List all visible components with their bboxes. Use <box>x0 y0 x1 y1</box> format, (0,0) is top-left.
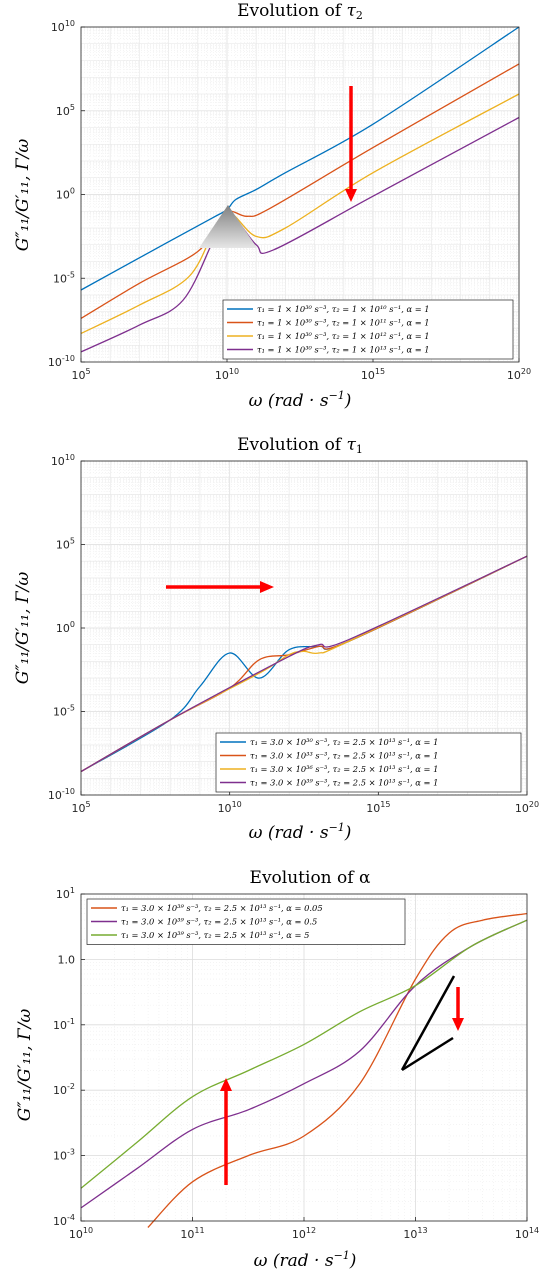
legend-entry: τ₁ = 3.0 × 10³⁰ s⁻³, τ₂ = 2.5 × 10¹³ s⁻¹… <box>250 737 438 747</box>
y-tick-label: 10-2 <box>53 1082 75 1097</box>
series-line-1 <box>80 26 520 291</box>
legend-entry: τ₁ = 3.0 × 10³³ s⁻³, τ₂ = 2.5 × 10¹³ s⁻¹… <box>250 751 438 761</box>
chart-panel-tau1: Evolution of τ1 ω (rad · s−1) G″₁₁/G′₁₁,… <box>13 435 539 843</box>
y-tick-label: 10-5 <box>53 704 75 719</box>
x-tick-label: 1020 <box>515 800 539 815</box>
x-tick-label: 105 <box>71 367 90 382</box>
series-line-3 <box>80 919 528 1189</box>
legend-box <box>86 898 406 945</box>
chart-title-1: Evolution of τ2 <box>237 1 363 22</box>
chart-panel-alpha: Evolution of α ω (rad · s−1) G″₁₁/G′₁₁, … <box>15 868 539 1271</box>
slope-indicator <box>400 975 456 1072</box>
y-tick-label: 10-5 <box>53 270 75 285</box>
y-tick-label: 100 <box>56 620 75 635</box>
x-tick-label: 1020 <box>507 367 531 382</box>
red-arrow-down <box>452 987 464 1031</box>
y-tick-label: 105 <box>56 103 75 118</box>
legend-box <box>215 732 522 793</box>
red-arrow-right <box>166 581 274 593</box>
y-tick-label: 1010 <box>51 453 75 468</box>
chart-panel-tau2: Evolution of τ2 ω (rad · s−1) G″₁₁/G′₁₁,… <box>13 1 531 411</box>
legend-entry: τ₁ = 1 × 10³⁰ s⁻³, τ₂ = 1 × 10¹³ s⁻¹, α … <box>257 345 430 355</box>
series-line-2 <box>80 63 520 319</box>
x-tick-label: 1010 <box>218 800 242 815</box>
y-tick-label: 10-10 <box>48 354 75 369</box>
series-line-2 <box>80 919 528 1209</box>
x-tick-label: 1012 <box>292 1226 316 1241</box>
legend-entry: τ₁ = 3.0 × 10³⁹ s⁻³, τ₂ = 2.5 × 10¹³ s⁻¹… <box>121 903 323 913</box>
legend-entry: τ₁ = 3.0 × 10³⁹ s⁻³, τ₂ = 2.5 × 10¹³ s⁻¹… <box>121 930 309 940</box>
legend-entry: τ₁ = 3.0 × 10³⁶ s⁻³, τ₂ = 2.5 × 10¹³ s⁻¹… <box>250 764 438 774</box>
legend: τ₁ = 3.0 × 10³⁹ s⁻³, τ₂ = 2.5 × 10¹³ s⁻¹… <box>86 898 406 945</box>
x-axis-label-1: ω (rad · s−1) <box>249 389 352 411</box>
y-tick-label: 10-1 <box>53 1017 75 1032</box>
chart-title-3: Evolution of α <box>250 868 371 888</box>
y-axis-label-2: G″₁₁/G′₁₁, Γ/ω <box>13 572 33 685</box>
legend-entry: τ₁ = 3.0 × 10³⁹ s⁻³, τ₂ = 2.5 × 10¹³ s⁻¹… <box>250 778 438 788</box>
slope-line-cubic <box>400 975 456 1071</box>
slope-line-linear <box>401 1036 454 1072</box>
legend-entry: τ₁ = 1 × 10³⁰ s⁻³, τ₂ = 1 × 10¹⁰ s⁻¹, α … <box>257 304 430 314</box>
y-tick-label: 1010 <box>51 19 75 34</box>
x-tick-label: 1015 <box>361 367 385 382</box>
x-tick-label: 1014 <box>515 1226 539 1241</box>
y-tick-label: 1.0 <box>58 953 76 966</box>
x-tick-label: 1010 <box>215 367 239 382</box>
x-axis-label-2: ω (rad · s−1) <box>249 821 352 843</box>
legend-entry: τ₁ = 1 × 10³⁰ s⁻³, τ₂ = 1 × 10¹¹ s⁻¹, α … <box>257 318 430 328</box>
x-axis-label-3: ω (rad · s−1) <box>254 1249 357 1271</box>
y-axis-label-1: G″₁₁/G′₁₁, Γ/ω <box>13 139 33 252</box>
red-arrow-up <box>220 1078 232 1185</box>
series-line-1 <box>147 912 528 1228</box>
y-tick-label: 10-10 <box>48 787 75 802</box>
series-line-4 <box>80 555 528 773</box>
red-arrow-down <box>345 86 357 202</box>
y-tick-label: 101 <box>56 886 75 901</box>
legend-box <box>222 299 514 360</box>
y-tick-label: 10-3 <box>53 1148 75 1163</box>
y-tick-label: 100 <box>56 187 75 202</box>
y-tick-label: 105 <box>56 537 75 552</box>
series-line-3 <box>80 93 520 335</box>
x-tick-label: 1010 <box>69 1226 93 1241</box>
x-tick-label: 1011 <box>180 1226 204 1241</box>
x-tick-label: 105 <box>71 800 90 815</box>
legend: τ₁ = 1 × 10³⁰ s⁻³, τ₂ = 1 × 10¹⁰ s⁻¹, α … <box>222 299 514 360</box>
legend-entry: τ₁ = 3.0 × 10³⁹ s⁻³, τ₂ = 2.5 × 10¹³ s⁻¹… <box>121 917 317 927</box>
legend-entry: τ₁ = 1 × 10³⁰ s⁻³, τ₂ = 1 × 10¹² s⁻¹, α … <box>257 331 430 341</box>
x-tick-label: 1013 <box>403 1226 427 1241</box>
y-axis-label-3: G″₁₁/G′₁₁, Γ/ω <box>15 1009 35 1122</box>
y-tick-label: 10-4 <box>53 1213 75 1228</box>
x-tick-label: 1015 <box>366 800 390 815</box>
legend: τ₁ = 3.0 × 10³⁰ s⁻³, τ₂ = 2.5 × 10¹³ s⁻¹… <box>215 732 522 793</box>
chart-title-2: Evolution of τ1 <box>237 435 363 456</box>
grey-triangle <box>199 205 257 248</box>
